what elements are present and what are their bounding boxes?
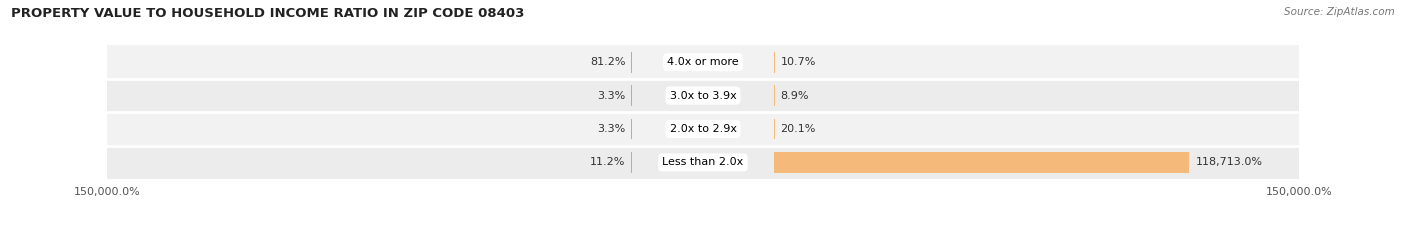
Text: Less than 2.0x: Less than 2.0x [662,157,744,168]
Bar [107,79,1299,112]
Text: 2.0x to 2.9x: 2.0x to 2.9x [669,124,737,134]
Text: 10.7%: 10.7% [780,57,815,67]
Text: 3.3%: 3.3% [598,124,626,134]
Bar [107,112,1299,146]
Bar [107,45,1299,79]
Text: 81.2%: 81.2% [589,57,626,67]
Bar [107,146,1299,179]
Text: 118,713.0%: 118,713.0% [1195,157,1263,168]
Text: 8.9%: 8.9% [780,91,808,101]
Bar [775,152,1189,173]
Legend: Without Mortgage, With Mortgage: Without Mortgage, With Mortgage [589,232,817,234]
Text: 4.0x or more: 4.0x or more [668,57,738,67]
Text: 20.1%: 20.1% [780,124,815,134]
Text: Source: ZipAtlas.com: Source: ZipAtlas.com [1284,7,1395,17]
Text: 3.3%: 3.3% [598,91,626,101]
Text: 3.0x to 3.9x: 3.0x to 3.9x [669,91,737,101]
Text: 11.2%: 11.2% [591,157,626,168]
Text: PROPERTY VALUE TO HOUSEHOLD INCOME RATIO IN ZIP CODE 08403: PROPERTY VALUE TO HOUSEHOLD INCOME RATIO… [11,7,524,20]
